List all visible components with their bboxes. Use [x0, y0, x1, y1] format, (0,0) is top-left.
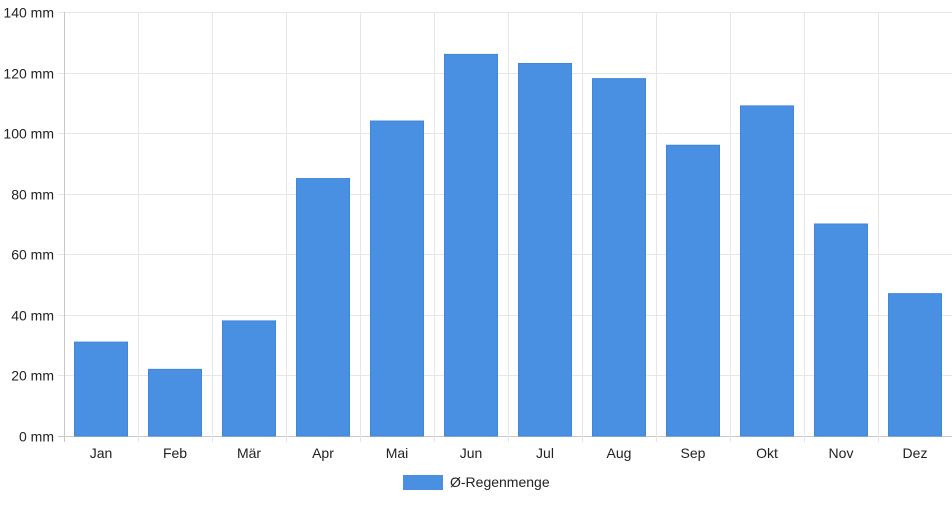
y-tick-label: 100 mm: [3, 126, 54, 142]
bar-sep[interactable]: [666, 144, 720, 437]
axes: 0 mm 20 mm 40 mm 60 mm 80 mm 100 mm 120 mm 140 …: [3, 5, 927, 462]
x-tick-label: Okt: [756, 445, 778, 461]
bar-apr[interactable]: [296, 178, 350, 437]
y-tick-label: 140 mm: [3, 5, 54, 21]
grid: [58, 12, 952, 442]
y-tick-label: 60 mm: [11, 247, 54, 263]
bar-mai[interactable]: [370, 120, 424, 437]
legend-swatch[interactable]: [403, 475, 443, 490]
y-tick-label: 120 mm: [3, 66, 54, 82]
x-tick-label: Jul: [536, 445, 554, 461]
y-tick-label: 0 mm: [19, 429, 54, 445]
y-tick-label: 80 mm: [11, 187, 54, 203]
x-tick-label: Mai: [386, 445, 409, 461]
bar-jun[interactable]: [444, 53, 498, 437]
legend-label[interactable]: Ø-Regenmenge: [450, 474, 550, 490]
x-tick-label: Jun: [460, 445, 483, 461]
x-tick-label: Nov: [829, 445, 854, 461]
bar-nov[interactable]: [814, 223, 868, 437]
bars: [74, 53, 942, 437]
bar-jul[interactable]: [518, 62, 572, 437]
y-tick-label: 40 mm: [11, 308, 54, 324]
x-tick-label: Sep: [681, 445, 706, 461]
x-tick-label: Apr: [312, 445, 334, 461]
x-tick-label: Feb: [163, 445, 187, 461]
bar-aug[interactable]: [592, 78, 646, 437]
y-tick-label: 20 mm: [11, 368, 54, 384]
bar-feb[interactable]: [148, 368, 202, 437]
bar-okt[interactable]: [740, 105, 794, 437]
legend[interactable]: Ø-Regenmenge: [403, 474, 550, 490]
x-tick-label: Aug: [607, 445, 632, 461]
bar-jan[interactable]: [74, 341, 128, 437]
x-tick-label: Dez: [903, 445, 928, 461]
x-tick-label: Jan: [90, 445, 113, 461]
bar-dez[interactable]: [888, 293, 942, 437]
bar-mär[interactable]: [222, 320, 276, 437]
x-tick-label: Mär: [237, 445, 261, 461]
